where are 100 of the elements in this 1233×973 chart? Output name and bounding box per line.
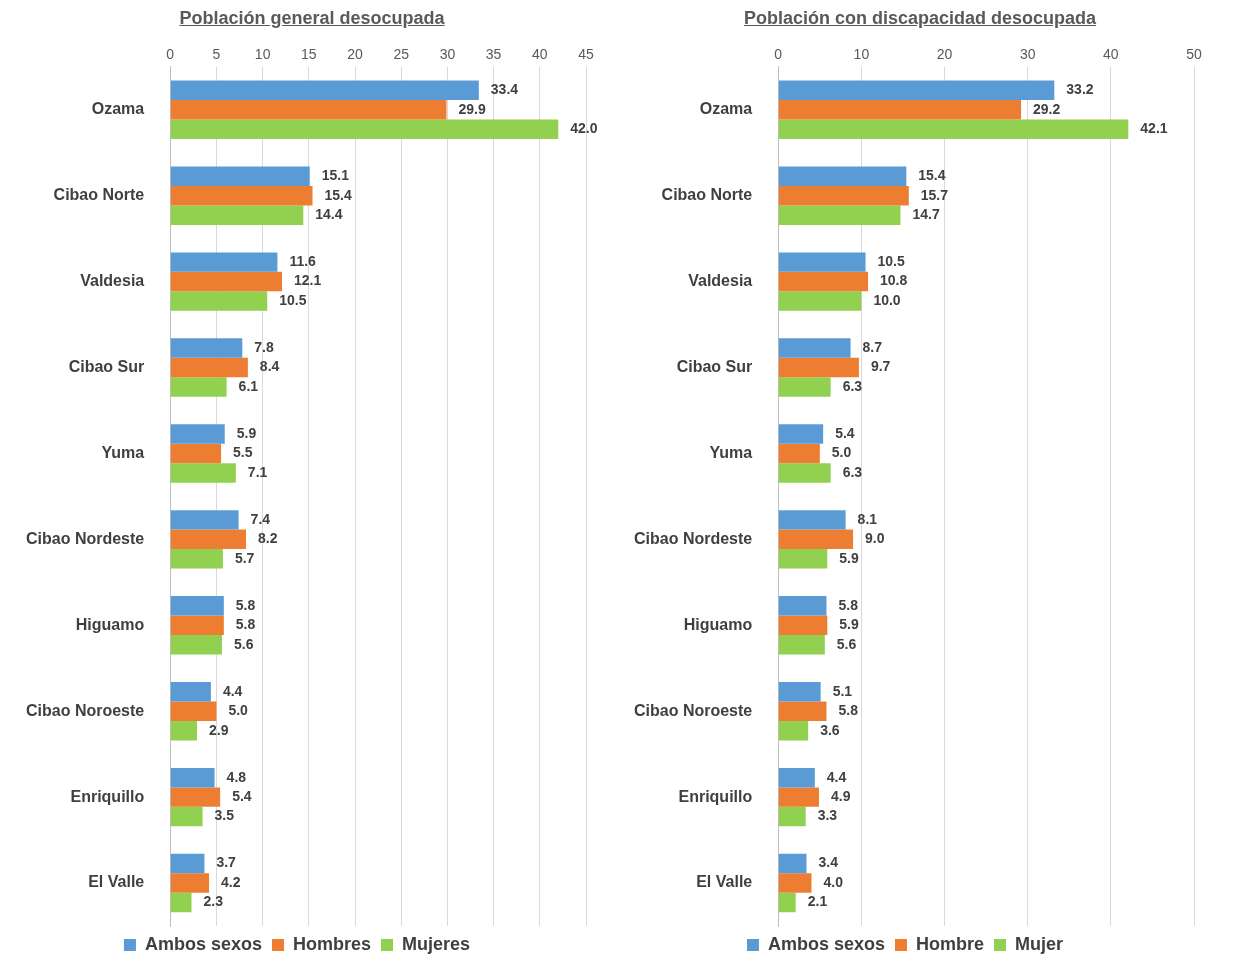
bar [170, 424, 225, 444]
bar [170, 205, 304, 225]
data-label: 5.8 [235, 596, 256, 613]
y-tick-label: Cibao Noroeste [25, 701, 145, 719]
data-label: 5.8 [235, 616, 256, 633]
data-label: 10.0 [873, 291, 901, 308]
bar [778, 424, 824, 444]
data-label: 5.0 [228, 702, 249, 719]
data-label: 2.3 [203, 893, 224, 910]
x-tick-label: 15 [301, 46, 317, 63]
chart-title: Población con discapacidad desocupada [742, 8, 1098, 30]
data-label: 4.4 [222, 682, 243, 699]
bar [778, 119, 1129, 139]
legend-label: Hombres [293, 933, 372, 954]
y-tick-label: Enriquillo [678, 787, 753, 805]
y-tick-label: Higuamo [683, 615, 753, 633]
data-label: 14.4 [315, 206, 343, 223]
bar [778, 635, 825, 655]
y-tick-label: Yuma [709, 443, 753, 461]
bar [778, 720, 809, 741]
bar [778, 291, 862, 311]
bar [170, 681, 211, 702]
x-tick-label: 10 [853, 46, 870, 63]
bar [170, 443, 222, 464]
bar [170, 463, 236, 483]
data-label: 29.2 [1033, 100, 1061, 117]
data-label: 4.9 [830, 787, 851, 804]
bar [778, 596, 827, 616]
bar [170, 166, 310, 186]
data-label: 42.0 [570, 120, 598, 137]
data-label: 5.4 [835, 424, 855, 441]
chart-title: Población general desocupada [178, 8, 446, 30]
data-label: 3.6 [820, 721, 840, 738]
bar [778, 205, 901, 225]
bar [170, 635, 222, 655]
data-label: 5.5 [233, 444, 253, 461]
data-label: 15.4 [324, 186, 352, 203]
data-label: 3.7 [216, 854, 237, 871]
data-label: 10.8 [880, 272, 908, 289]
y-tick-label: Cibao Noroeste [633, 701, 753, 719]
data-label: 5.8 [838, 596, 859, 613]
x-tick-label: 40 [532, 46, 548, 63]
data-label: 42.1 [1140, 120, 1168, 137]
data-label: 5.9 [236, 424, 257, 441]
bar [170, 291, 268, 311]
y-tick-label: Enriquillo [70, 787, 145, 805]
data-label: 14.7 [912, 206, 940, 223]
bar [778, 549, 828, 569]
bar [778, 701, 827, 721]
y-tick-label: Cibao Norte [661, 186, 753, 204]
data-label: 8.1 [857, 510, 878, 527]
x-tick-label: 20 [347, 46, 364, 63]
data-label: 6.3 [842, 463, 863, 480]
legend-label: Hombre [916, 933, 985, 954]
bar [778, 853, 807, 874]
bar [170, 119, 559, 139]
bar [778, 615, 828, 636]
y-tick-label: Valdesia [688, 272, 753, 290]
data-label: 15.7 [920, 186, 949, 203]
data-label: 4.0 [823, 873, 844, 890]
data-label: 2.9 [209, 721, 229, 738]
bar [170, 271, 283, 292]
data-label: 4.2 [221, 873, 241, 890]
bar [778, 806, 806, 827]
bar [170, 615, 224, 636]
data-label: 10.5 [877, 252, 906, 269]
bar [778, 185, 909, 206]
bar [778, 787, 819, 807]
data-label: 3.3 [817, 807, 838, 824]
bar [778, 510, 846, 530]
data-label: 9.7 [870, 358, 891, 375]
bar [778, 892, 796, 913]
bar [170, 767, 215, 788]
x-tick-label: 10 [254, 46, 271, 63]
data-label: 5.9 [839, 616, 859, 633]
data-label: 12.1 [294, 272, 322, 289]
x-tick-label: 50 [1186, 46, 1202, 63]
data-label: 5.4 [232, 787, 252, 804]
y-tick-label: Cibao Sur [676, 357, 753, 375]
y-tick-label: Ozama [91, 100, 145, 118]
data-label: 8.7 [862, 338, 883, 355]
x-tick-label: 25 [393, 46, 410, 63]
bar [170, 873, 210, 893]
data-label: 4.4 [826, 768, 847, 785]
data-label: 10.5 [279, 291, 307, 308]
bar [170, 701, 217, 721]
x-tick-label: 35 [485, 46, 502, 63]
bar [170, 377, 227, 397]
data-label: 5.6 [233, 635, 254, 652]
data-label: 8.2 [258, 530, 278, 547]
legend-label: Ambos sexos [144, 933, 262, 954]
data-label: 3.4 [818, 854, 839, 871]
bar [778, 271, 869, 292]
data-label: 29.9 [458, 100, 486, 117]
bar [778, 873, 812, 893]
x-tick-label: 0 [166, 46, 175, 63]
bar [170, 549, 223, 569]
data-label: 7.1 [247, 463, 268, 480]
bar [778, 252, 866, 272]
data-label: 7.4 [250, 510, 271, 527]
